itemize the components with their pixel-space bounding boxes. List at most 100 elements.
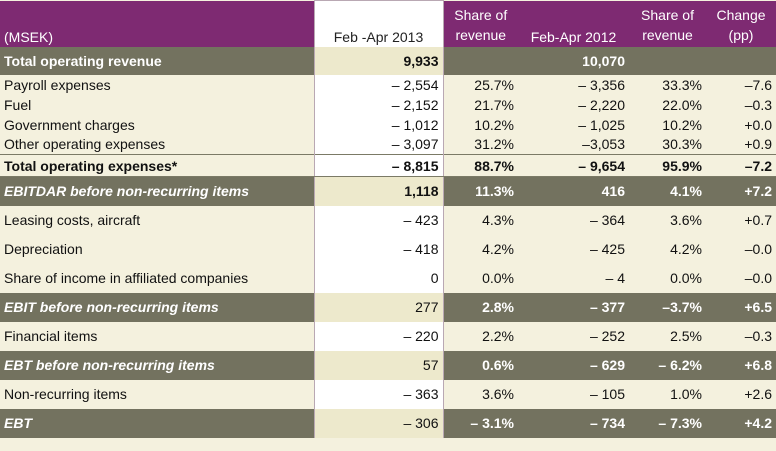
share-2012: 22.0%	[629, 94, 706, 115]
table-row: EBT before non-recurring items 57 0.6% –…	[0, 350, 776, 380]
row-label: Payroll expenses	[0, 74, 314, 95]
change-pp: –0.0	[706, 263, 776, 293]
share-2012: 30.3%	[629, 134, 706, 155]
value-2013: 0	[313, 263, 444, 293]
share-2012: 2.5%	[629, 321, 706, 351]
row-label: EBITDAR before non-recurring items	[0, 176, 314, 206]
change-pp: –0.3	[706, 94, 776, 115]
share-2013: 0.0%	[443, 263, 518, 293]
row-label: Leasing costs, aircraft	[0, 205, 314, 235]
change-pp: +7.2	[706, 176, 776, 206]
table-row: Share of income in affiliated companies …	[0, 263, 776, 293]
table-row: Total operating revenue 9,933 10,070	[0, 46, 776, 75]
value-2013: – 8,815	[313, 154, 444, 177]
value-2012: 416	[518, 176, 629, 206]
value-2013: – 306	[313, 408, 444, 438]
table-row: Depreciation – 418 4.2% – 425 4.2% –0.0	[0, 234, 776, 264]
unit-label: (MSEK)	[0, 0, 314, 47]
col-header-2013: Feb -Apr 2013	[313, 0, 444, 47]
share-2013: 21.7%	[443, 94, 518, 115]
change-pp: –0.0	[706, 234, 776, 264]
value-2012: – 105	[518, 379, 629, 409]
share-2012: 0.0%	[629, 263, 706, 293]
value-2013: – 1,012	[313, 114, 444, 135]
value-2012: – 3,356	[518, 74, 629, 95]
share-2013: 10.2%	[443, 114, 518, 135]
share-2013: 11.3%	[443, 176, 518, 206]
change-pp: +0.9	[706, 134, 776, 155]
value-2013: – 220	[313, 321, 444, 351]
share-2012: 10.2%	[629, 114, 706, 135]
value-2013: 1,118	[313, 176, 444, 206]
income-statement-table: (MSEK) Feb -Apr 2013 Share of revenue Feb…	[0, 0, 776, 438]
row-label: EBIT before non-recurring items	[0, 292, 314, 322]
row-label: Depreciation	[0, 234, 314, 264]
change-pp: –7.6	[706, 74, 776, 95]
value-2012: – 377	[518, 292, 629, 322]
value-2012: – 629	[518, 350, 629, 380]
row-label: Total operating revenue	[0, 46, 314, 75]
share-2013: 2.8%	[443, 292, 518, 322]
share-2012: 3.6%	[629, 205, 706, 235]
table-row: Other operating expenses – 3,097 31.2% –…	[0, 134, 776, 155]
value-2013: – 2,152	[313, 94, 444, 115]
change-pp: +6.8	[706, 350, 776, 380]
value-2012: –3,053	[518, 134, 629, 155]
value-2013: – 2,554	[313, 74, 444, 95]
change-pp: +6.5	[706, 292, 776, 322]
value-2012: – 252	[518, 321, 629, 351]
share-2013: – 3.1%	[443, 408, 518, 438]
value-2013: – 3,097	[313, 134, 444, 155]
share-2013: 3.6%	[443, 379, 518, 409]
share-2012: 4.1%	[629, 176, 706, 206]
row-label: Non-recurring items	[0, 379, 314, 409]
share-2013: 31.2%	[443, 134, 518, 155]
header-row: (MSEK) Feb -Apr 2013 Share of revenue Feb…	[0, 0, 776, 47]
value-2012: – 425	[518, 234, 629, 264]
table-row: Payroll expenses – 2,554 25.7% – 3,356 3…	[0, 74, 776, 95]
share-2013: 2.2%	[443, 321, 518, 351]
change-pp	[706, 46, 776, 75]
row-label: Financial items	[0, 321, 314, 351]
share-2012: 1.0%	[629, 379, 706, 409]
value-2013: 9,933	[313, 46, 444, 75]
table-row: Financial items – 220 2.2% – 252 2.5% –0…	[0, 321, 776, 351]
row-label: Other operating expenses	[0, 134, 314, 155]
change-pp: +0.0	[706, 114, 776, 135]
value-2012: – 364	[518, 205, 629, 235]
table-row: EBT – 306 – 3.1% – 734 – 7.3% +4.2	[0, 408, 776, 438]
share-2013	[443, 46, 518, 75]
share-2013: 4.2%	[443, 234, 518, 264]
table-row: Leasing costs, aircraft – 423 4.3% – 364…	[0, 205, 776, 235]
change-pp: +0.7	[706, 205, 776, 235]
row-label: Fuel	[0, 94, 314, 115]
share-2013: 4.3%	[443, 205, 518, 235]
table-row: Government charges – 1,012 10.2% – 1,025…	[0, 114, 776, 135]
value-2012: – 9,654	[518, 154, 629, 177]
table-row: EBITDAR before non-recurring items 1,118…	[0, 176, 776, 206]
share-2013: 88.7%	[443, 154, 518, 177]
table-row: Non-recurring items – 363 3.6% – 105 1.0…	[0, 379, 776, 409]
table-row: Fuel – 2,152 21.7% – 2,220 22.0% –0.3	[0, 94, 776, 115]
value-2012: – 734	[518, 408, 629, 438]
share-2012: – 6.2%	[629, 350, 706, 380]
share-2012	[629, 46, 706, 75]
value-2013: 57	[313, 350, 444, 380]
col-header-share-2013: Share of revenue	[443, 0, 518, 47]
share-2013: 25.7%	[443, 74, 518, 95]
share-2012: – 7.3%	[629, 408, 706, 438]
share-2013: 0.6%	[443, 350, 518, 380]
change-pp: –0.3	[706, 321, 776, 351]
value-2012: – 1,025	[518, 114, 629, 135]
value-2013: – 418	[313, 234, 444, 264]
col-header-share-2012: Share of revenue	[629, 0, 706, 47]
row-label: EBT before non-recurring items	[0, 350, 314, 380]
row-label: EBT	[0, 408, 314, 438]
share-2012: 4.2%	[629, 234, 706, 264]
value-2012: – 4	[518, 263, 629, 293]
change-pp: +4.2	[706, 408, 776, 438]
row-label: Government charges	[0, 114, 314, 135]
share-2012: –3.7%	[629, 292, 706, 322]
table-row: Total operating expenses* – 8,815 88.7% …	[0, 154, 776, 177]
value-2013: – 363	[313, 379, 444, 409]
